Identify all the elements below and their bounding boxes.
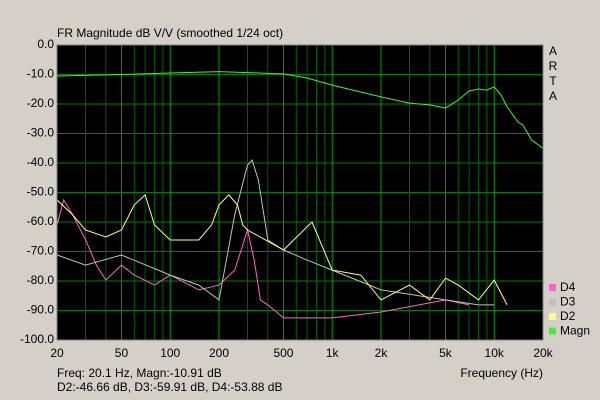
data-line (56, 159, 495, 306)
side-letter: R (549, 59, 558, 73)
legend-swatch (549, 313, 556, 320)
y-tick-label: -20.0 (27, 96, 55, 110)
data-line (56, 198, 470, 319)
x-tick-label: 10k (485, 346, 505, 360)
x-tick-label: 2k (375, 346, 389, 360)
y-tick-label: -60.0 (27, 214, 55, 228)
side-letter: T (549, 74, 557, 88)
y-tick-label: -10.0 (27, 67, 55, 81)
x-axis-label: Frequency (Hz) (460, 366, 543, 380)
y-tick-label: 0.0 (37, 37, 54, 51)
y-tick-label: -50.0 (27, 185, 55, 199)
plot-frame (56, 44, 544, 341)
legend-label: D3 (560, 295, 576, 309)
legend-swatch (549, 298, 556, 306)
x-tick-label: 1k (326, 346, 340, 360)
legend-swatch (549, 284, 556, 291)
x-tick-label: 200 (209, 346, 229, 360)
x-tick-label: 20 (50, 346, 64, 360)
x-tick-label: 50 (115, 346, 129, 360)
status-line: Freq: 20.1 Hz, Magn:-10.91 dB (57, 366, 222, 380)
y-tick-label: -90.0 (27, 303, 55, 317)
y-tick-label: -70.0 (27, 244, 55, 258)
status-line: D2:-46.66 dB, D3:-59.91 dB, D4:-53.88 dB (57, 380, 282, 394)
side-letter: A (549, 44, 557, 58)
data-line (56, 71, 544, 149)
legend-swatch (549, 327, 556, 335)
y-tick-label: -80.0 (27, 273, 55, 287)
y-tick-label: -100.0 (20, 332, 54, 346)
data-line (56, 193, 508, 306)
legend-label: Magn (560, 324, 590, 338)
legend-label: D2 (560, 309, 576, 323)
x-tick-label: 5k (439, 346, 453, 360)
y-tick-label: -30.0 (27, 126, 55, 140)
x-tick-label: 100 (160, 346, 180, 360)
legend-label: D4 (560, 280, 576, 294)
x-tick-label: 500 (273, 346, 293, 360)
y-tick-label: -40.0 (27, 155, 55, 169)
chart-title: FR Magnitude dB V/V (smoothed 1/24 oct) (57, 26, 283, 40)
x-tick-label: 20k (533, 346, 553, 360)
side-letter: A (549, 89, 557, 103)
